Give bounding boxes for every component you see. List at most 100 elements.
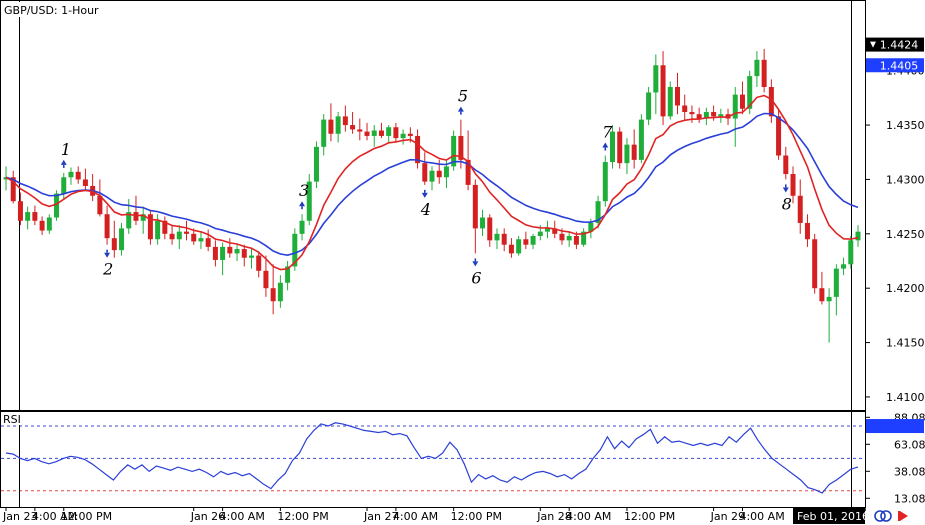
candle-body (111, 238, 117, 251)
ema-slow-line (5, 112, 859, 257)
candle-body (10, 177, 16, 202)
arrow-up-stem (62, 164, 65, 168)
candle-body (508, 244, 514, 254)
time-label: Jan 23 (2, 510, 37, 523)
time-label: Jan 29 (710, 510, 745, 523)
candle-body (833, 268, 839, 297)
candle-body (25, 212, 31, 221)
marker-label: 2 (102, 260, 113, 279)
time-label: Jan 27 (363, 510, 398, 523)
candle-body (46, 217, 52, 231)
price-tick-label: 1.4350 (886, 119, 925, 132)
arrow-up-stem (604, 147, 607, 151)
time-label: 4:00 AM (566, 510, 611, 523)
candle-body (624, 144, 630, 164)
candle-body (610, 131, 616, 163)
time-label: 12:00 PM (277, 510, 328, 523)
candle-body (646, 92, 652, 120)
candle-body (855, 231, 861, 241)
candle-body (292, 233, 298, 267)
candle-body (429, 170, 435, 182)
candle-body (220, 246, 226, 260)
candle-body (566, 235, 572, 241)
candle-body (270, 288, 276, 302)
candle-body (465, 159, 471, 185)
candle-body (140, 214, 146, 221)
marker-label: 6 (471, 268, 481, 287)
candle-body (768, 87, 774, 117)
candle-body (17, 201, 23, 221)
candle-body (400, 133, 406, 139)
candle-body (689, 112, 695, 115)
arrow-up-icon (457, 106, 464, 112)
chart-title: GBP/USD: 1-Hour (4, 4, 99, 17)
candle-body (848, 240, 854, 265)
price-panel (0, 0, 866, 411)
trade-markers: 1 2 3 4 5 6 7 8 (60, 87, 792, 287)
candle-body (126, 212, 132, 229)
candle-body (342, 116, 348, 126)
time-label: 4:00 AM (220, 510, 265, 523)
candle-body (573, 235, 579, 245)
candle-body (581, 231, 587, 245)
price-tag-triangle-icon (870, 41, 876, 48)
candle-body (407, 133, 413, 136)
arrow-down-icon (472, 261, 479, 267)
candle-body (119, 228, 125, 251)
arrow-down-icon (104, 252, 111, 258)
scroll-to-end-icon[interactable] (898, 511, 908, 521)
candle-body (335, 116, 341, 134)
candle-body (667, 87, 673, 117)
arrow-down-stem (106, 249, 108, 253)
candles-layer (3, 48, 861, 343)
candle-body (277, 282, 283, 302)
candle-body (212, 246, 218, 260)
candle-body (285, 266, 291, 283)
candle-body (631, 144, 637, 160)
candle-body (703, 112, 709, 119)
candle-body (501, 233, 507, 245)
candle-body (133, 212, 139, 221)
price-tick-label: 1.4150 (886, 337, 925, 350)
price-tag (866, 58, 924, 73)
candle-body (422, 163, 428, 182)
chart-title-bg (2, 2, 98, 17)
candle-body (841, 264, 847, 269)
candle-body (198, 238, 204, 242)
candle-body (696, 114, 702, 119)
rsi-line (5, 422, 859, 494)
candle-body (739, 94, 745, 109)
current-date-box (793, 508, 865, 524)
candle-body (776, 116, 782, 156)
candle-body (545, 228, 551, 232)
candle-body (256, 255, 262, 271)
arrow-down-stem (784, 184, 787, 188)
candle-body (530, 235, 536, 245)
marker-label: 1 (61, 140, 71, 159)
candle-body (516, 239, 522, 254)
candle-body (321, 119, 327, 147)
candle-body (176, 231, 182, 240)
candle-body (653, 65, 659, 93)
candle-body (617, 131, 623, 164)
candle-body (68, 171, 74, 178)
candle-body (660, 65, 666, 117)
rsi-label: RSI (3, 413, 21, 426)
candle-body (155, 220, 161, 240)
time-label: 12:00 PM (451, 510, 502, 523)
candle-body (595, 201, 601, 223)
candle-body (682, 105, 688, 113)
candle-body (82, 179, 88, 186)
arrow-up-stem (460, 111, 462, 115)
rsi-current-tag (866, 419, 924, 434)
time-label: Jan 26 (190, 510, 225, 523)
price-tag-label: 1.4424 (880, 39, 919, 52)
sync-icon[interactable] (874, 510, 892, 522)
candle-body (205, 238, 211, 247)
candle-body (732, 94, 738, 119)
candle-body (306, 181, 312, 221)
arrow-up-icon (299, 201, 306, 207)
candle-body (378, 130, 384, 136)
